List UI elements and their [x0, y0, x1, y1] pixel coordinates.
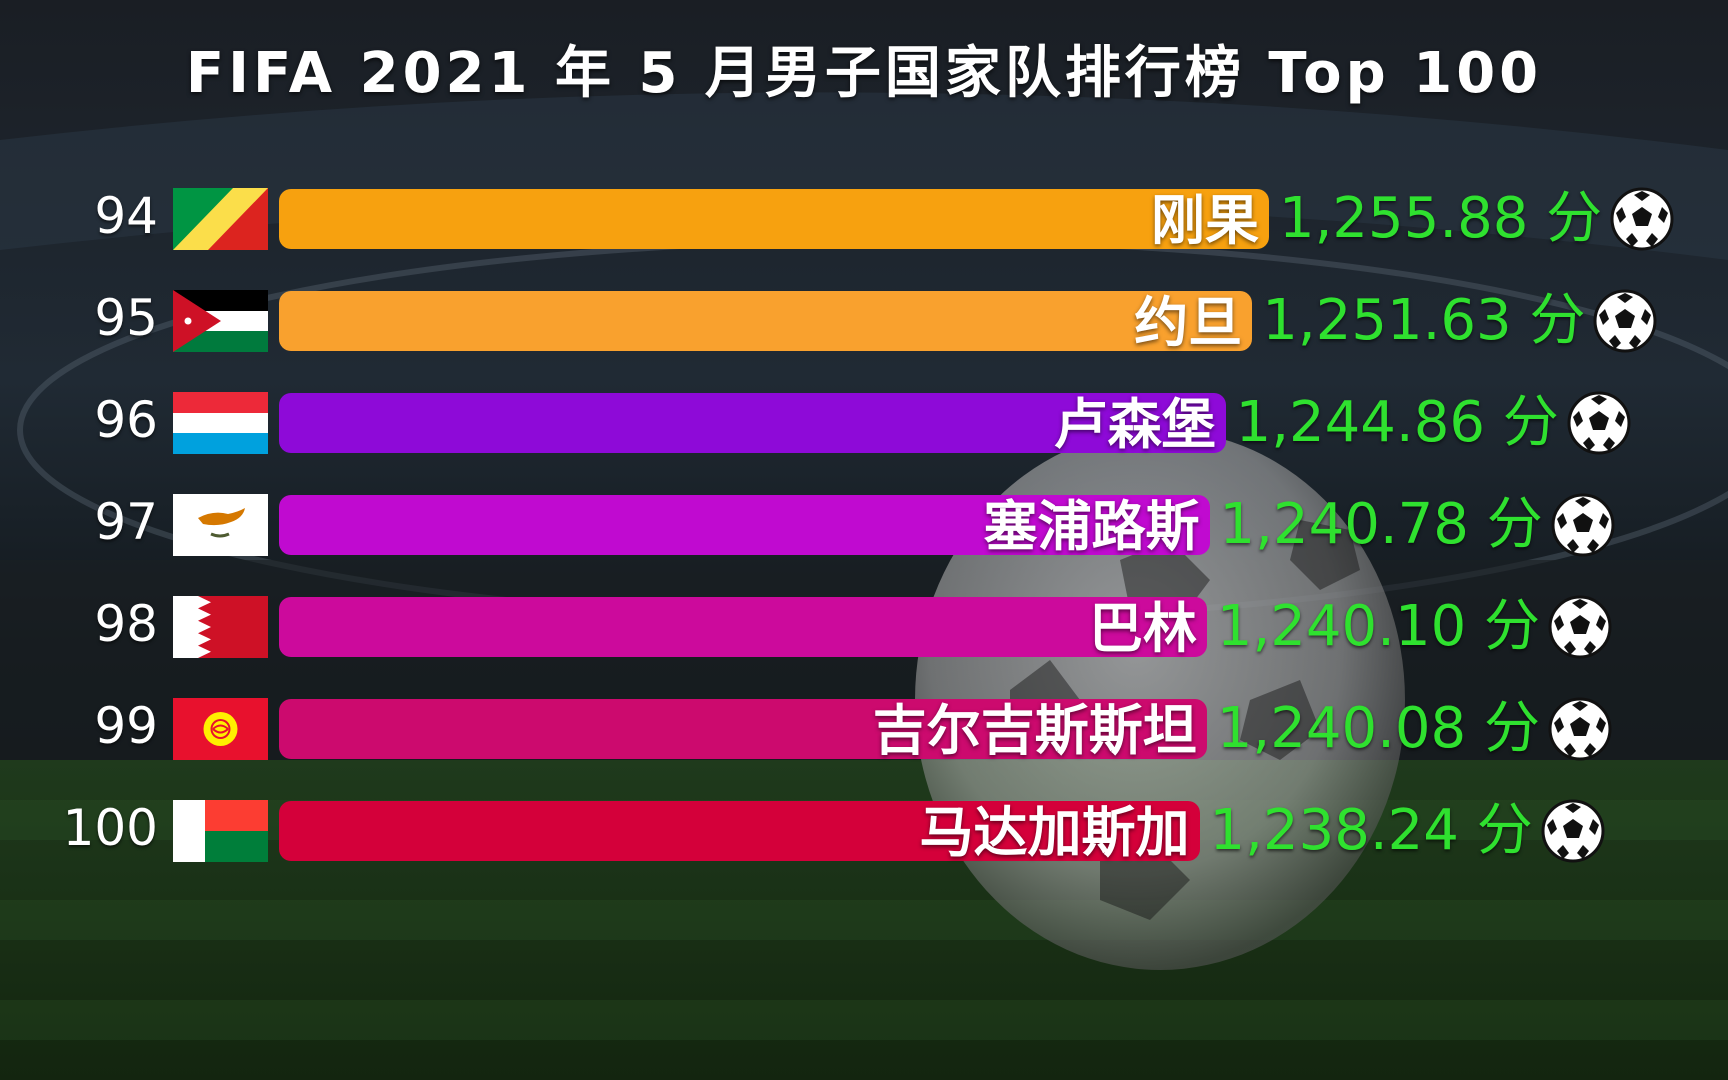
country-label: 吉尔吉斯斯坦 [872, 699, 1197, 762]
rank-label: 99 [94, 697, 158, 755]
country-label: 卢森堡 [1053, 393, 1216, 456]
country-label: 刚果 [1151, 189, 1259, 252]
score-label: 1,255.88 分 [1279, 186, 1603, 251]
soccer-ball-icon [1593, 289, 1657, 353]
bar: 刚果 [279, 189, 1269, 252]
country-label: 巴林 [1088, 597, 1197, 660]
flag-congo-icon [173, 188, 268, 250]
bar: 卢森堡 [279, 393, 1226, 456]
country-label: 塞浦路斯 [983, 495, 1200, 558]
bar: 约旦 [279, 291, 1253, 354]
chart-row: 95 约旦 1,251.63 分 [0, 288, 1728, 354]
soccer-ball-icon [1567, 391, 1631, 455]
chart-row: 100 马达加斯加 1,238.24 分 [0, 798, 1728, 864]
score-label: 1,240.78 分 [1219, 492, 1543, 557]
rank-label: 94 [94, 187, 158, 245]
score-label: 1,240.10 分 [1216, 594, 1541, 659]
chart-title: FIFA 2021 年 5 月男子国家队排行榜 Top 100 [185, 41, 1543, 106]
chart-row: 98 巴林 1,240.10 分 [0, 594, 1728, 660]
soccer-ball-icon [1548, 595, 1612, 659]
flag-madagascar-icon [173, 800, 268, 862]
chart-row: 96 卢森堡 1,244.86 分 [0, 390, 1728, 456]
bar: 吉尔吉斯斯坦 [279, 699, 1207, 762]
flag-kyrgyzstan-icon [173, 698, 268, 760]
soccer-ball-icon [1610, 187, 1674, 251]
country-label: 约旦 [1134, 291, 1243, 354]
rank-label: 100 [62, 799, 158, 857]
chart-row: 94 刚果 1,255.88 分 [0, 186, 1728, 252]
rank-label: 95 [94, 289, 158, 347]
rank-label: 98 [94, 595, 158, 653]
score-label: 1,238.24 分 [1209, 798, 1533, 863]
score-label: 1,240.08 分 [1216, 696, 1540, 761]
chart-row: 99 吉尔吉斯斯坦 1,240.08 分 [0, 696, 1728, 762]
score-label: 1,251.63 分 [1262, 288, 1586, 353]
flag-luxembourg-icon [173, 392, 268, 454]
bar: 巴林 [279, 597, 1207, 660]
soccer-ball-icon [1551, 493, 1615, 557]
score-label: 1,244.86 分 [1235, 390, 1559, 455]
flag-bahrain-icon [173, 596, 268, 658]
rank-label: 96 [94, 391, 158, 449]
flag-jordan-icon [173, 290, 268, 352]
rank-label: 97 [94, 493, 158, 551]
soccer-ball-icon [1548, 697, 1612, 761]
chart-row: 97 塞浦路斯 1,240.78 分 [0, 492, 1728, 558]
bar: 塞浦路斯 [279, 495, 1210, 558]
country-label: 马达加斯加 [919, 801, 1190, 864]
soccer-ball-icon [1541, 799, 1605, 863]
bar: 马达加斯加 [279, 801, 1200, 864]
flag-cyprus-icon [173, 494, 268, 556]
